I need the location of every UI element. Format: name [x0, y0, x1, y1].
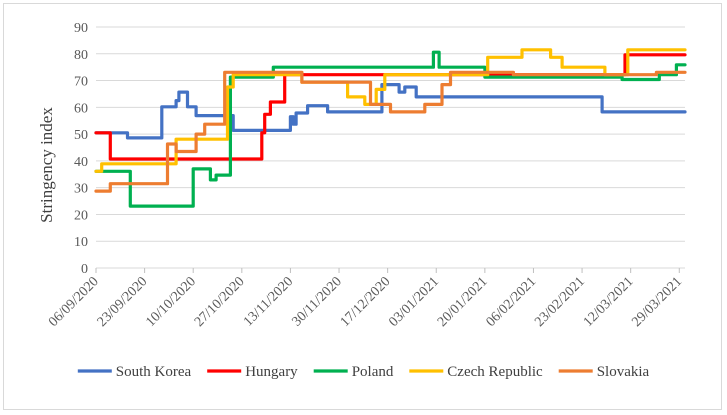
x-tick-label: 23/09/2020: [95, 274, 151, 330]
chart-frame: [3, 3, 722, 410]
legend-label: South Korea: [116, 364, 192, 380]
x-tick-label: 13/11/2020: [241, 274, 296, 329]
legend-item: Poland: [313, 364, 394, 380]
x-tick-label: 06/09/2020: [46, 274, 102, 330]
series-line-czech-republic: [94, 48, 687, 173]
legend-item: Czech Republic: [409, 364, 543, 380]
x-tick-label: 23/02/2021: [532, 274, 588, 330]
x-tick-label: 20/01/2021: [435, 274, 491, 330]
legend-label: Hungary: [245, 364, 298, 380]
y-tick-label: 20: [74, 208, 88, 223]
x-tick-label: 03/01/2021: [386, 274, 442, 330]
legend: South Korea Hungary Poland Czech Republic Sl…: [77, 364, 650, 380]
x-tick-label: 27/10/2020: [192, 274, 248, 330]
x-tick-label: 12/03/2021: [581, 274, 637, 330]
series-line-poland: [94, 50, 687, 208]
legend-label: Slovakia: [597, 364, 650, 380]
x-tick-label: 17/12/2020: [338, 274, 394, 330]
series-line-slovakia: [94, 70, 687, 193]
x-tick-label: 29/03/2021: [629, 274, 685, 330]
legend-label: Poland: [352, 364, 394, 380]
y-axis-label: Stringency index: [37, 107, 56, 223]
legend-item: Hungary: [207, 364, 298, 380]
series-line-south-korea: [94, 82, 687, 140]
gridlines: [96, 26, 685, 269]
legend-item: Slovakia: [558, 364, 650, 380]
y-tick-label: 70: [74, 75, 88, 90]
y-tick-label: 30: [74, 182, 88, 197]
y-tick-label: 0: [81, 262, 88, 277]
y-tick-label: 80: [74, 48, 88, 63]
y-tick-label: 60: [74, 101, 88, 116]
x-tick-label: 30/11/2020: [290, 274, 345, 329]
series-lines: [94, 48, 687, 208]
y-tick-label: 90: [74, 21, 88, 36]
legend-label: Czech Republic: [447, 364, 543, 380]
x-tick-label: 10/10/2020: [143, 274, 199, 330]
y-tick-label: 50: [74, 128, 88, 143]
y-tick-label: 10: [74, 235, 88, 250]
legend-item: South Korea: [77, 364, 192, 380]
y-tick-label: 40: [74, 155, 88, 170]
x-tick-label: 06/02/2021: [484, 274, 540, 330]
